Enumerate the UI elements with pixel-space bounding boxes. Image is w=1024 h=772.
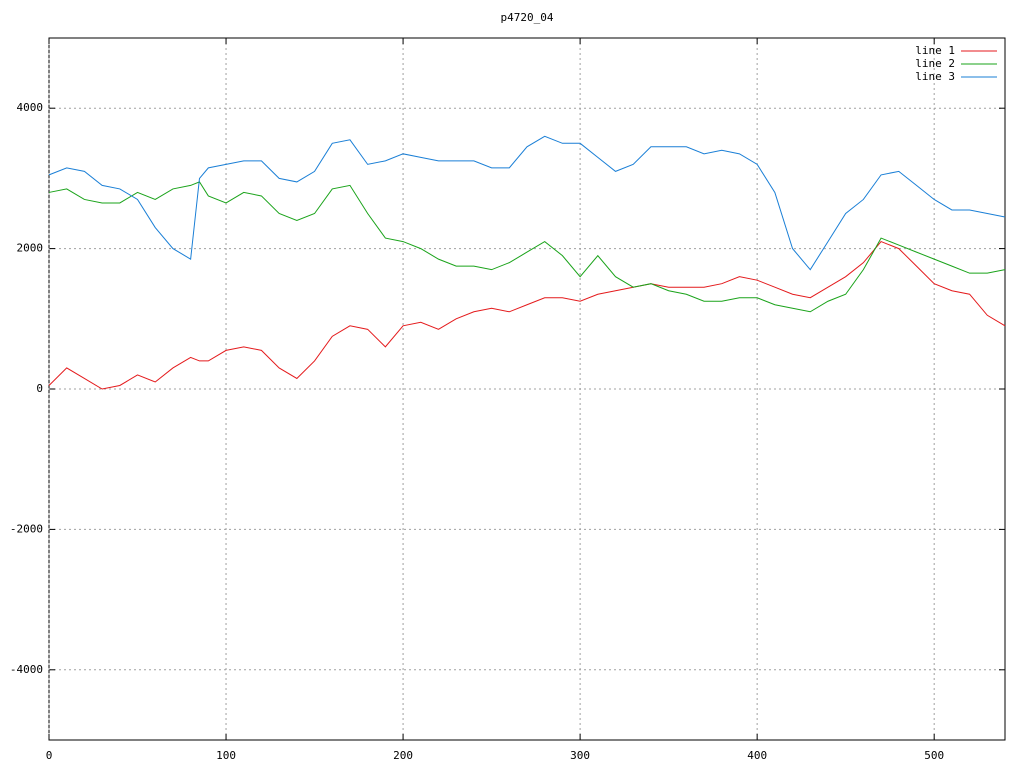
x-tick-label: 0 (46, 749, 53, 762)
y-tick-label: 2000 (17, 242, 44, 255)
legend-label: line 1 (915, 44, 955, 57)
legend-label: line 3 (915, 70, 955, 83)
data-line (48, 181, 1006, 313)
y-tick-label: 4000 (17, 101, 44, 114)
x-tick-label: 200 (393, 749, 413, 762)
y-tick-label: 0 (36, 382, 43, 395)
x-tick-label: 500 (924, 749, 944, 762)
chart-title: p4720_04 (501, 11, 554, 24)
plot-frame (48, 37, 1006, 741)
data-line (48, 135, 1006, 271)
x-tick-label: 100 (216, 749, 236, 762)
y-tick-label: -2000 (10, 522, 43, 535)
x-tick-label: 400 (747, 749, 767, 762)
x-tick-label: 300 (570, 749, 590, 762)
legend-label: line 2 (915, 57, 955, 70)
data-line (48, 240, 1006, 390)
y-tick-label: -4000 (10, 663, 43, 676)
